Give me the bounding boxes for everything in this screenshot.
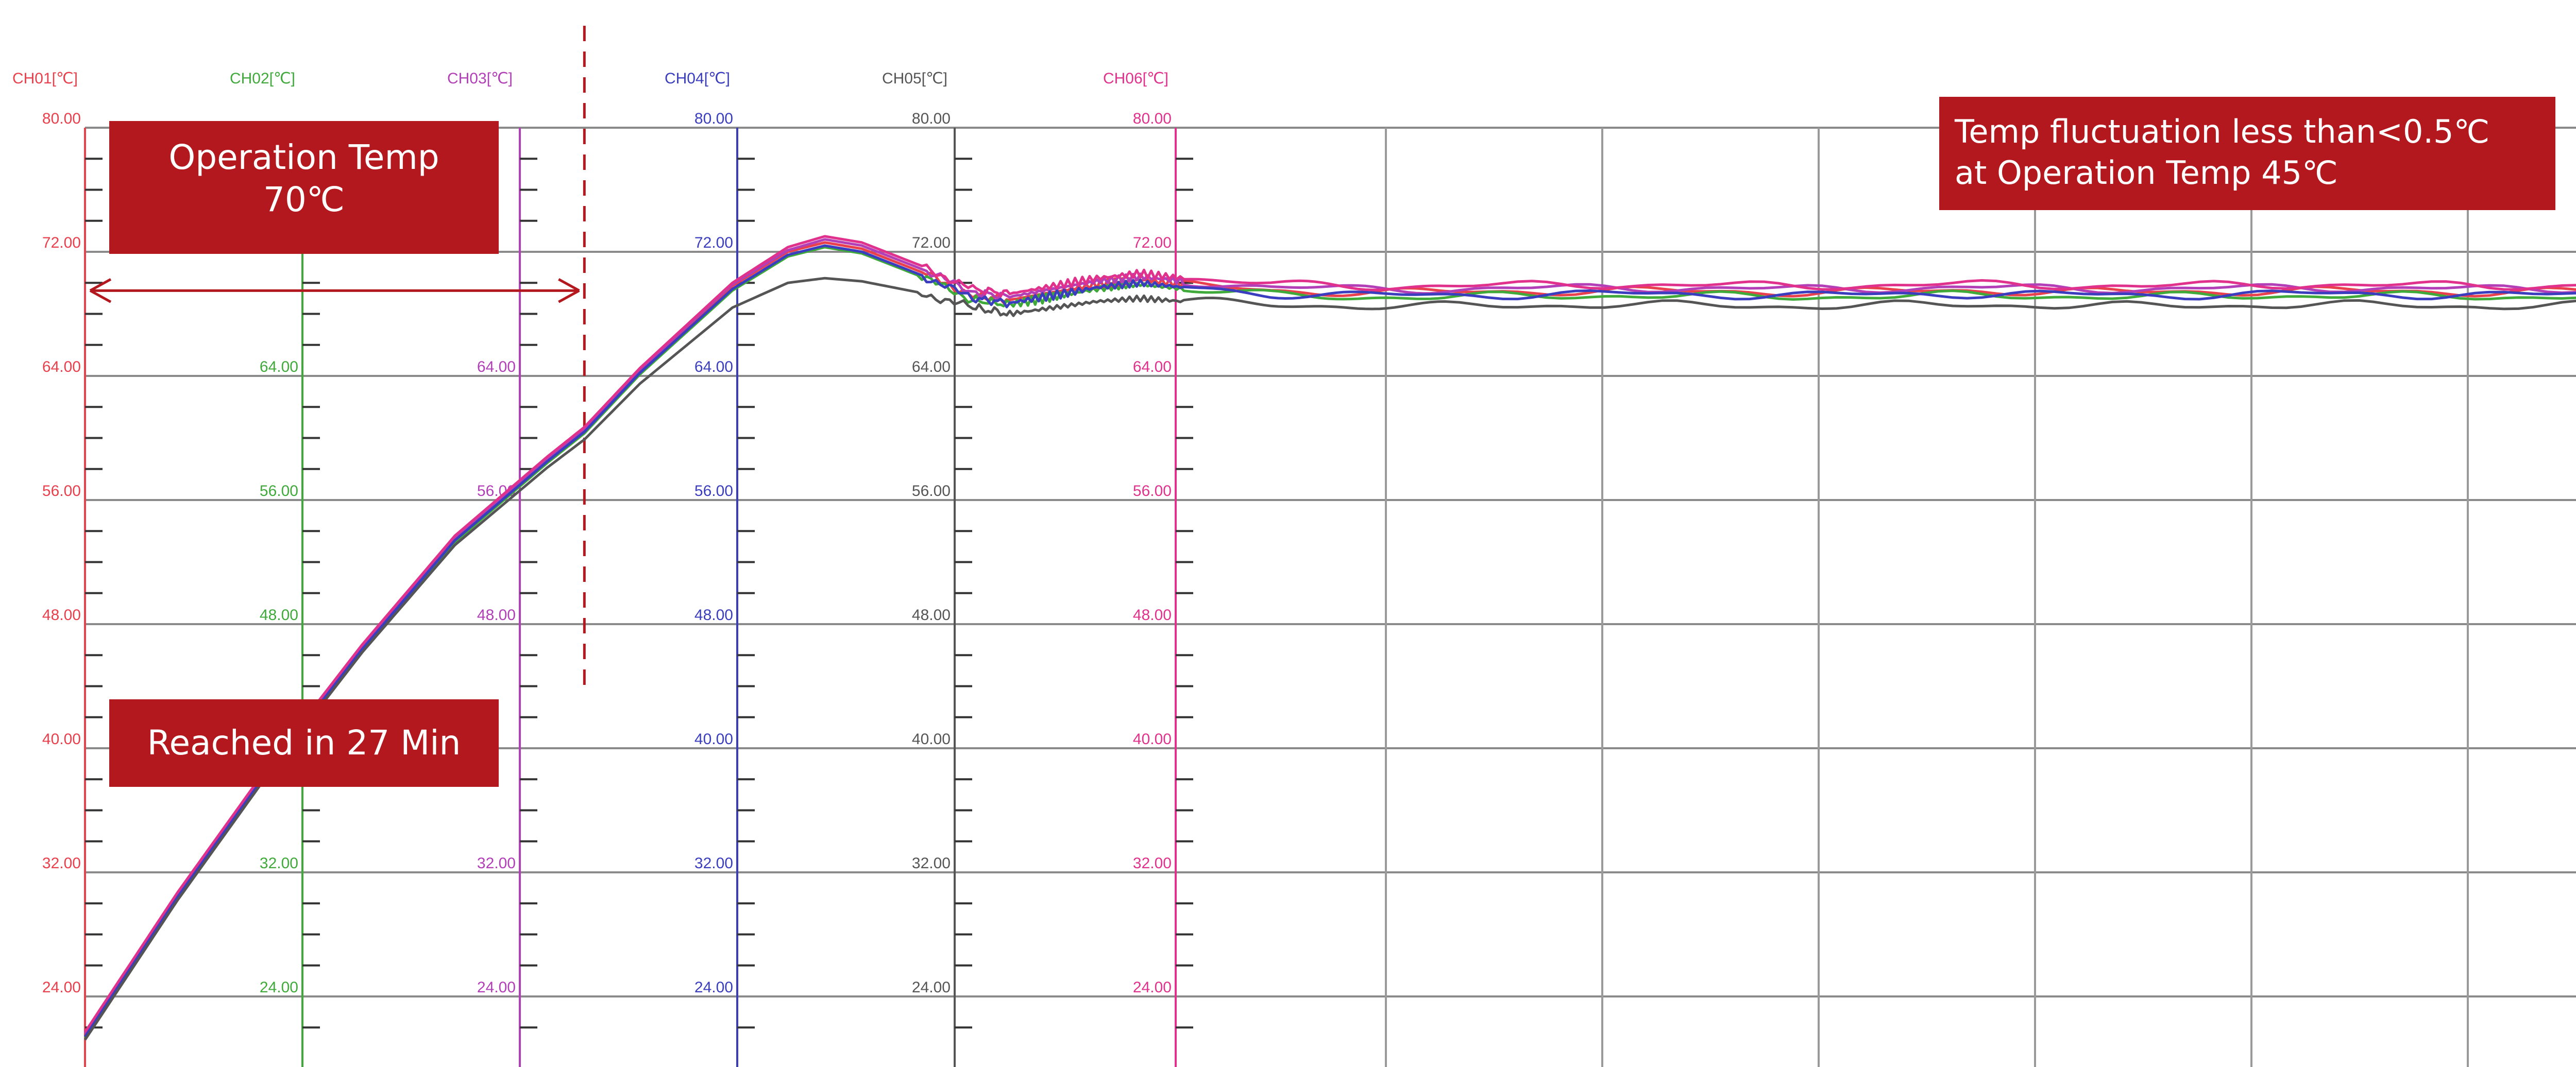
tick-label: 32.00 [1133, 855, 1172, 872]
tick-label: 40.00 [912, 731, 951, 748]
series-line-6 [83, 235, 2576, 1033]
tick-label: 32.00 [477, 855, 516, 872]
tick-label: 24.00 [42, 979, 81, 996]
tick-label: 56.00 [912, 483, 951, 500]
fluctuation-line-1: Temp fluctuation less than<0.5℃ [1955, 113, 2490, 150]
operation-temp-callout: Operation Temp 70℃ [109, 121, 499, 254]
tick-label: 40.00 [694, 731, 733, 748]
channel-axes: CH01[℃] 24.00 32.00 40.00 48.00 56.00 64.00 72.… [12, 70, 1193, 1067]
tick-label: 32.00 [694, 855, 733, 872]
tick-label: 32.00 [912, 855, 951, 872]
tick-label: 64.00 [1133, 358, 1172, 375]
fluctuation-line-2: at Operation Temp 45℃ [1955, 154, 2338, 192]
series-lines [83, 235, 2576, 1041]
tick-label: 32.00 [260, 855, 298, 872]
annotation-markers [89, 26, 586, 690]
tick-label: 64.00 [260, 358, 298, 375]
series-line-3 [83, 238, 2576, 1035]
tick-label: 56.00 [260, 483, 298, 500]
tick-label: 24.00 [694, 979, 733, 996]
tick-label: 64.00 [912, 358, 951, 375]
tick-label: 24.00 [260, 979, 298, 996]
channel-title: CH02[℃] [230, 70, 295, 87]
series-line-2 [83, 246, 2576, 1039]
tick-label: 64.00 [42, 358, 81, 375]
operation-temp-label: Operation Temp [168, 137, 439, 177]
tick-label: 40.00 [1133, 731, 1172, 748]
grid [85, 127, 2576, 1067]
arrow-head-left [89, 278, 112, 303]
series-line-5 [83, 277, 2576, 1041]
tick-label: 72.00 [912, 234, 951, 251]
tick-label: 80.00 [1133, 110, 1172, 127]
tick-label: 32.00 [42, 855, 81, 872]
tick-label: 56.00 [694, 483, 733, 500]
tick-label: 48.00 [1133, 607, 1172, 624]
tick-label: 64.00 [694, 358, 733, 375]
operation-temp-value: 70℃ [263, 180, 345, 219]
tick-label: 48.00 [42, 607, 81, 624]
fluctuation-callout: Temp fluctuation less than<0.5℃ at Opera… [1939, 97, 2555, 210]
channel-title: CH04[℃] [665, 70, 730, 87]
tick-label: 48.00 [694, 607, 733, 624]
tick-label: 56.00 [1133, 483, 1172, 500]
tick-label: 48.00 [260, 607, 298, 624]
tick-label: 64.00 [477, 358, 516, 375]
tick-label: 80.00 [912, 110, 951, 127]
tick-label: 80.00 [42, 110, 81, 127]
channel-title: CH05[℃] [882, 70, 947, 87]
channel-title: CH06[℃] [1103, 70, 1168, 87]
series-line-1 [83, 241, 2576, 1036]
tick-label: 24.00 [912, 979, 951, 996]
tick-label: 72.00 [42, 234, 81, 251]
tick-label: 56.00 [42, 483, 81, 500]
arrow-head-right [558, 278, 580, 303]
tick-label: 24.00 [1133, 979, 1172, 996]
channel-title: CH03[℃] [447, 70, 513, 87]
tick-label: 48.00 [477, 607, 516, 624]
tick-label: 48.00 [912, 607, 951, 624]
tick-label: 40.00 [42, 731, 81, 748]
series-line-4 [83, 244, 2576, 1038]
channel-title: CH01[℃] [12, 70, 78, 87]
tick-label: 72.00 [1133, 234, 1172, 251]
tick-label: 72.00 [694, 234, 733, 251]
reached-time-callout: Reached in 27 Min [109, 699, 499, 787]
tick-label: 24.00 [477, 979, 516, 996]
tick-label: 80.00 [694, 110, 733, 127]
